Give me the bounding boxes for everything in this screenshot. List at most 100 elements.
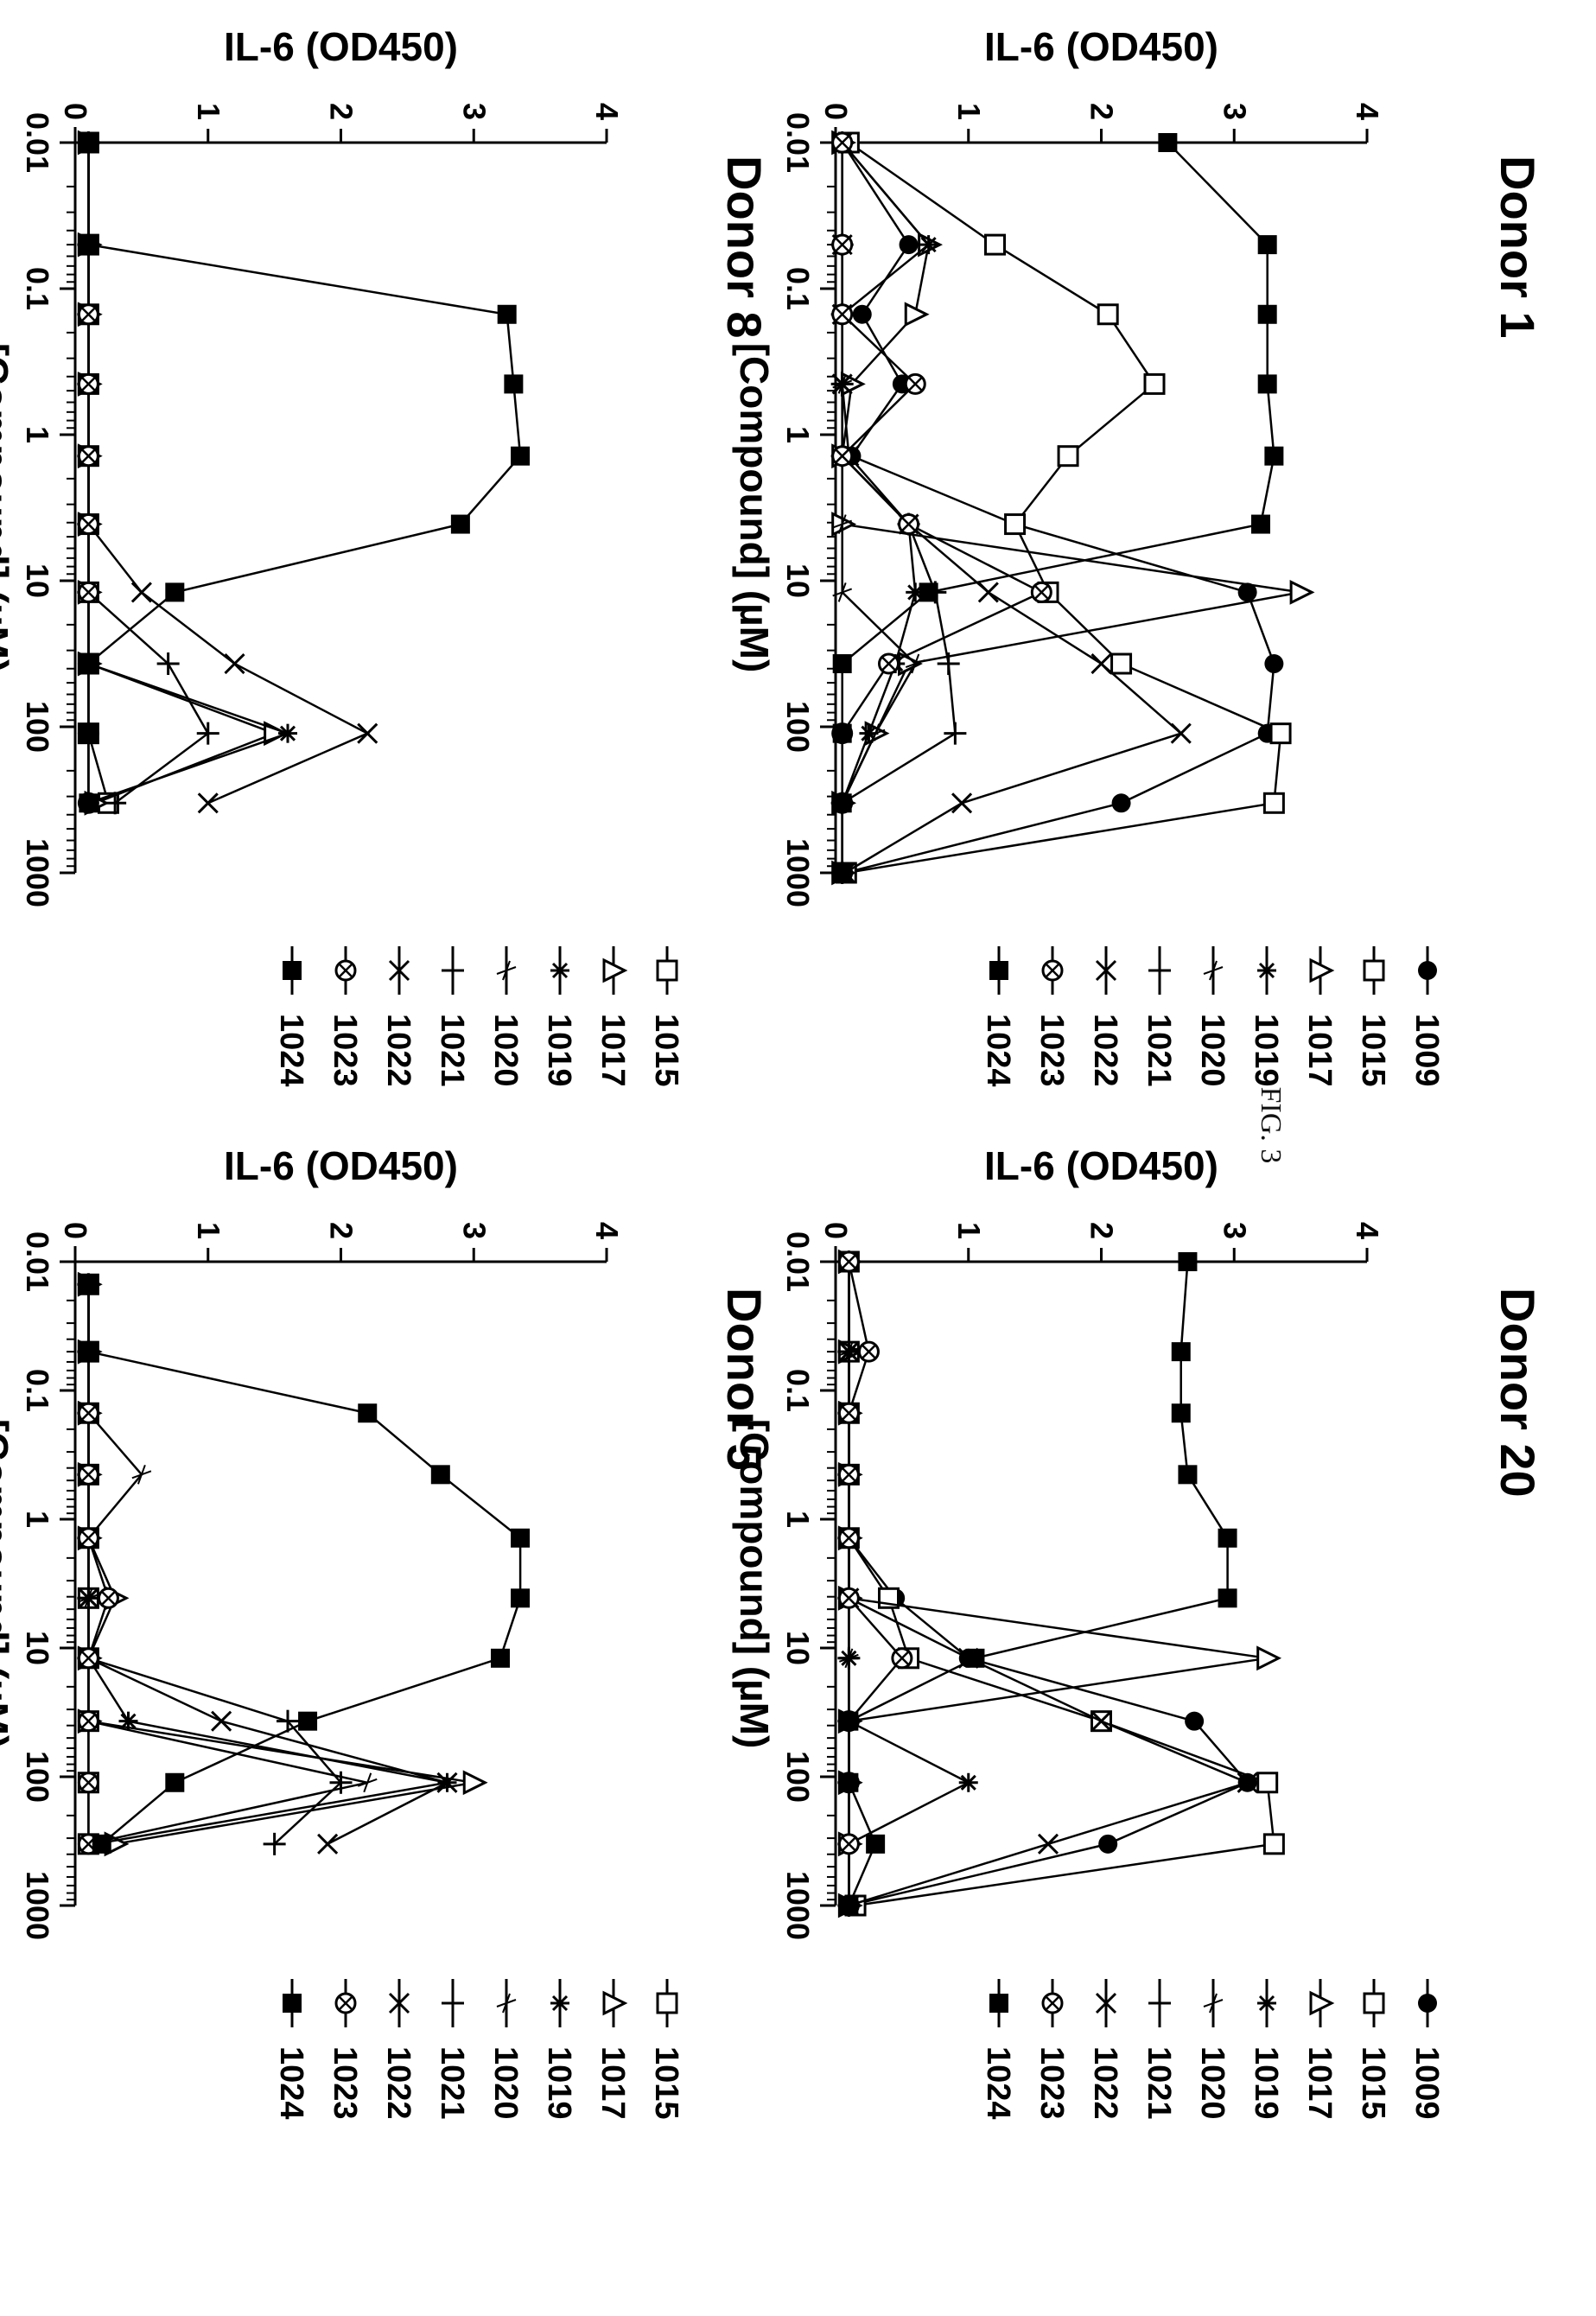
data-point — [1057, 445, 1079, 468]
data-point — [77, 1527, 99, 1549]
y-tick-label: 3 — [456, 1222, 492, 1239]
series-1023 — [831, 131, 1052, 884]
legend-item-1021: 1021 — [434, 946, 470, 1087]
legend-label: 1024 — [273, 2046, 309, 2120]
data-point — [919, 582, 938, 602]
data-point — [92, 1834, 111, 1854]
series-line — [87, 143, 371, 805]
legend-item-1020: 1020 — [487, 946, 524, 1087]
legend-item-1020: 1020 — [1194, 1979, 1230, 2120]
data-point — [79, 1275, 99, 1295]
data-point — [837, 1402, 860, 1424]
legend-item-1024: 1024 — [980, 1979, 1016, 2120]
x-tick-label: 1000 — [20, 838, 55, 907]
legend-item-1019: 1019 — [1248, 1979, 1284, 2120]
y-tick-label: 0 — [58, 103, 93, 120]
legend-label: 1024 — [980, 1014, 1016, 1087]
data-point — [263, 1832, 286, 1855]
data-point — [1158, 133, 1178, 152]
x-tick-label: 1 — [20, 426, 55, 443]
legend-item-1020: 1020 — [1194, 946, 1230, 1087]
series-1017 — [77, 130, 289, 816]
data-point — [899, 235, 919, 255]
legend-marker — [334, 959, 357, 982]
data-point — [1264, 446, 1284, 466]
legend-marker — [1363, 1992, 1385, 2014]
series-1021 — [77, 1273, 353, 1855]
legend-label: 1009 — [1408, 2046, 1445, 2120]
series-line — [848, 1262, 1268, 1906]
legend-item-1009: 1009 — [1408, 1979, 1445, 2120]
data-point — [838, 1341, 860, 1363]
legend-label: 1017 — [1301, 2046, 1338, 2120]
legend-label: 1017 — [595, 2046, 631, 2120]
data-point — [79, 133, 99, 152]
y-tick-label: 2 — [1084, 1222, 1120, 1239]
data-point — [357, 722, 378, 744]
data-point — [831, 131, 854, 154]
series-line — [848, 1261, 1229, 1906]
legend-item-1024: 1024 — [273, 946, 309, 1087]
y-tick-label: 2 — [324, 1222, 359, 1239]
legend-marker — [989, 1994, 1008, 2013]
panel-title: Donor 8 — [717, 156, 772, 339]
legend-label: 1019 — [1248, 2046, 1284, 2120]
series-line — [87, 143, 210, 805]
x-tick-label: 100 — [780, 701, 816, 753]
data-point — [1170, 722, 1192, 744]
data-point — [837, 1527, 860, 1549]
legend-item-1024: 1024 — [980, 946, 1016, 1087]
x-axis-label: [Compound] (µM) — [732, 343, 777, 673]
legend-label: 1023 — [327, 2046, 363, 2120]
data-point — [958, 1772, 978, 1792]
y-tick-label: 4 — [589, 1222, 625, 1239]
data-point — [97, 1587, 119, 1609]
legend-marker — [283, 1994, 302, 2013]
legend-label: 1023 — [327, 1014, 363, 1087]
legend-label: 1021 — [434, 1014, 470, 1087]
legend-item-1022: 1022 — [380, 1979, 416, 2120]
data-point — [491, 1648, 510, 1668]
data-point — [904, 302, 930, 328]
y-tick-label: 0 — [818, 1222, 854, 1239]
legend-label: 1015 — [1355, 2046, 1391, 2120]
legend-item-1015: 1015 — [1355, 946, 1391, 1087]
data-point — [837, 1646, 861, 1670]
legend-marker — [283, 961, 302, 980]
data-point — [1171, 1342, 1191, 1362]
legend-label: 1020 — [1194, 1014, 1230, 1087]
data-point — [1218, 1528, 1237, 1548]
data-point — [358, 1403, 378, 1423]
data-point — [511, 1528, 531, 1548]
y-tick-label: 2 — [324, 103, 359, 120]
data-point — [77, 445, 99, 468]
legend-marker — [602, 1990, 628, 2016]
x-tick-label: 1000 — [780, 838, 816, 907]
data-point — [197, 792, 219, 814]
x-tick-label: 100 — [780, 1751, 816, 1803]
legend-marker — [656, 1992, 678, 2014]
data-point — [839, 1711, 859, 1731]
x-tick-label: 1000 — [20, 1871, 55, 1940]
data-point — [1237, 582, 1257, 602]
legend-item-1017: 1017 — [1301, 946, 1338, 1087]
legend-marker — [1095, 1992, 1117, 2014]
legend-item-1020: 1020 — [487, 1979, 524, 2120]
panel-donor-20: Donor 20 0 1 2 3 4 0.01 0.1 1 10 100 1000 [Compound]… — [732, 1143, 1545, 2120]
data-point — [1030, 581, 1052, 603]
data-point — [832, 654, 852, 674]
legend-marker — [602, 958, 628, 983]
legend-marker — [334, 1992, 357, 2014]
x-tick-label: 1 — [20, 1511, 55, 1528]
data-point — [77, 581, 99, 603]
legend-marker — [496, 1993, 517, 2014]
legend-marker — [550, 1994, 569, 2013]
data-point — [837, 1833, 860, 1855]
data-point — [837, 1250, 860, 1273]
y-tick-label: 1 — [191, 1222, 226, 1239]
legend-item-1023: 1023 — [327, 946, 363, 1087]
legend-marker — [1041, 959, 1064, 982]
legend-label: 1022 — [380, 2046, 416, 2120]
series-line — [87, 1284, 110, 1844]
